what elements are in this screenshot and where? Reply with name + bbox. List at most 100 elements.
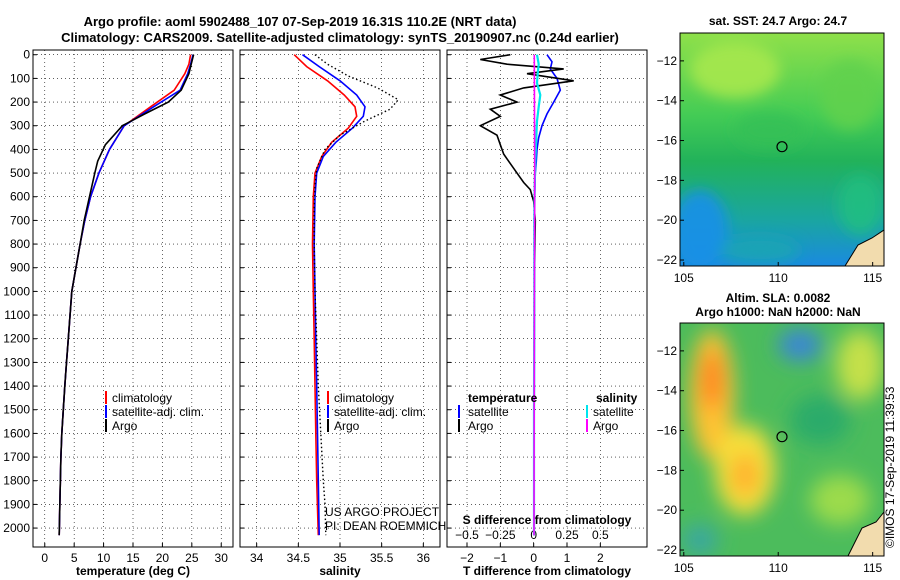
legend-satellite-adj: satellite-adj. clim. (112, 405, 204, 419)
legend-climatology-s: climatology (334, 391, 394, 405)
lat-tick-label: −12 (657, 344, 678, 358)
depth-tick-label: 700 (10, 213, 30, 227)
argo-float-marker-sst (776, 141, 788, 153)
series-line (58, 54, 192, 536)
depth-tick-label: 1300 (3, 355, 30, 369)
temperature-panel: 0100200300400500600700800900100011001200… (3, 48, 234, 578)
lat-tick-label: −12 (657, 54, 678, 68)
legend-t-satellite: satellite (468, 405, 509, 419)
legend-s-argo: Argo (593, 419, 619, 433)
depth-tick-label: 1000 (3, 284, 30, 298)
imos-footer: ©IMOS 17-Sep-2019 11:39:53 (883, 386, 897, 548)
x-tick-label: 36 (417, 551, 431, 565)
depth-tick-label: 200 (10, 95, 30, 109)
x-tick-label: 20 (156, 551, 170, 565)
sla-map-panel: Altim. SLA: 0.0082 Argo h1000: NaN h2000… (657, 291, 885, 575)
sla-field (680, 323, 884, 556)
legend-t-argo: Argo (468, 419, 494, 433)
depth-tick-label: 1900 (3, 497, 30, 511)
salinity-xlabel: salinity (319, 564, 361, 578)
depth-tick-label: 1600 (3, 426, 30, 440)
x-tick-label: 0 (530, 551, 537, 565)
x-tick-label: 35 (333, 551, 347, 565)
x-tick-label: 34.5 (287, 551, 311, 565)
legend-argo-s: Argo (334, 419, 360, 433)
land-coast-sla (847, 511, 884, 556)
x-tick-label: 1 (564, 551, 571, 565)
x-tick-label: −2 (460, 551, 474, 565)
lon-tick-label: 105 (674, 271, 694, 285)
salinity-panel: 34 34.5 35 35.5 36 salinity climatology sate… (239, 49, 446, 578)
depth-tick-label: 2000 (3, 521, 30, 535)
depth-tick-label: 500 (10, 166, 30, 180)
title-line2: Climatology: CARS2009. Satellite-adjuste… (61, 30, 619, 45)
lat-tick-label: −22 (657, 253, 678, 267)
depth-tick-label: 100 (10, 71, 30, 85)
s-difference-xlabel: S difference from climatology (463, 513, 632, 527)
lon-tick-label: 105 (674, 561, 694, 575)
sla-map-title-line1: Altim. SLA: 0.0082 (726, 291, 831, 305)
lat-tick-label: −14 (657, 94, 678, 108)
lat-tick-label: −18 (657, 173, 678, 187)
x-tick-label: 34 (250, 551, 264, 565)
difference-legend: temperature salinity satellite Argo sate… (458, 391, 638, 433)
depth-tick-label: 1700 (3, 450, 30, 464)
attribution-line2: PI: DEAN ROEMMICH (325, 519, 446, 533)
depth-tick-label: 900 (10, 261, 30, 275)
legend-climatology: climatology (112, 391, 172, 405)
lat-tick-label: −20 (657, 503, 678, 517)
x-tick-label: 30 (215, 551, 229, 565)
series-line (58, 54, 194, 536)
lon-tick-label: 115 (863, 561, 882, 575)
series-line (313, 54, 400, 536)
lat-tick-label: −20 (657, 213, 678, 227)
difference-panel: −2 −1 0 1 2−0.5 −0.25 0 0.25 0.5 T difference fr… (446, 49, 648, 578)
land-coast-sst (844, 229, 884, 266)
legend-header-temperature: temperature (468, 391, 538, 405)
x-tick-label: 0 (41, 551, 48, 565)
legend-satellite-adj-s: satellite-adj. clim. (334, 405, 426, 419)
lat-tick-label: −16 (657, 134, 678, 148)
series-line (478, 53, 574, 536)
lon-tick-label: 110 (769, 561, 788, 575)
legend-argo: Argo (112, 419, 138, 433)
argo-float-marker-sla (776, 431, 788, 443)
x-tick-label: 25 (185, 551, 199, 565)
depth-tick-label: 1500 (3, 403, 30, 417)
attribution-line1: US ARGO PROJECT (325, 505, 440, 519)
lat-tick-label: −14 (657, 384, 678, 398)
x2-tick-label: 0.25 (555, 528, 579, 542)
depth-tick-label: 1400 (3, 379, 30, 393)
series-line (293, 54, 358, 536)
legend-header-salinity: salinity (596, 391, 638, 405)
sla-map-title-line2: Argo h1000: NaN h2000: NaN (695, 305, 860, 319)
sst-map-title: sat. SST: 24.7 Argo: 24.7 (709, 14, 848, 28)
series-line (533, 54, 562, 536)
x2-tick-label: 0.5 (592, 528, 609, 542)
lon-tick-label: 115 (863, 271, 882, 285)
x2-tick-label: −0.5 (455, 528, 479, 542)
x-tick-label: 15 (126, 551, 140, 565)
sla-map-frame (679, 322, 885, 557)
x-tick-label: 5 (71, 551, 78, 565)
sst-map-panel: sat. SST: 24.7 Argo: 24.7 105 110 115 −12 −1… (657, 14, 885, 285)
lon-tick-label: 110 (769, 271, 788, 285)
sst-map-frame (679, 32, 885, 267)
x-tick-label: 2 (597, 551, 604, 565)
series-line (533, 54, 536, 536)
x-tick-label: −1 (493, 551, 507, 565)
depth-tick-label: 300 (10, 119, 30, 133)
t-difference-xlabel: T difference from climatology (463, 564, 631, 578)
difference-axes-box (446, 49, 648, 548)
series-line (302, 54, 366, 536)
depth-tick-label: 1200 (3, 332, 30, 346)
depth-tick-label: 600 (10, 190, 30, 204)
depth-tick-label: 1800 (3, 474, 30, 488)
lat-tick-label: −16 (657, 424, 678, 438)
legend-s-satellite: satellite (593, 405, 634, 419)
salinity-legend: climatology satellite-adj. clim. Argo (327, 391, 426, 433)
temperature-legend: climatology satellite-adj. clim. Argo (105, 391, 204, 433)
x2-tick-label: −0.25 (485, 528, 516, 542)
